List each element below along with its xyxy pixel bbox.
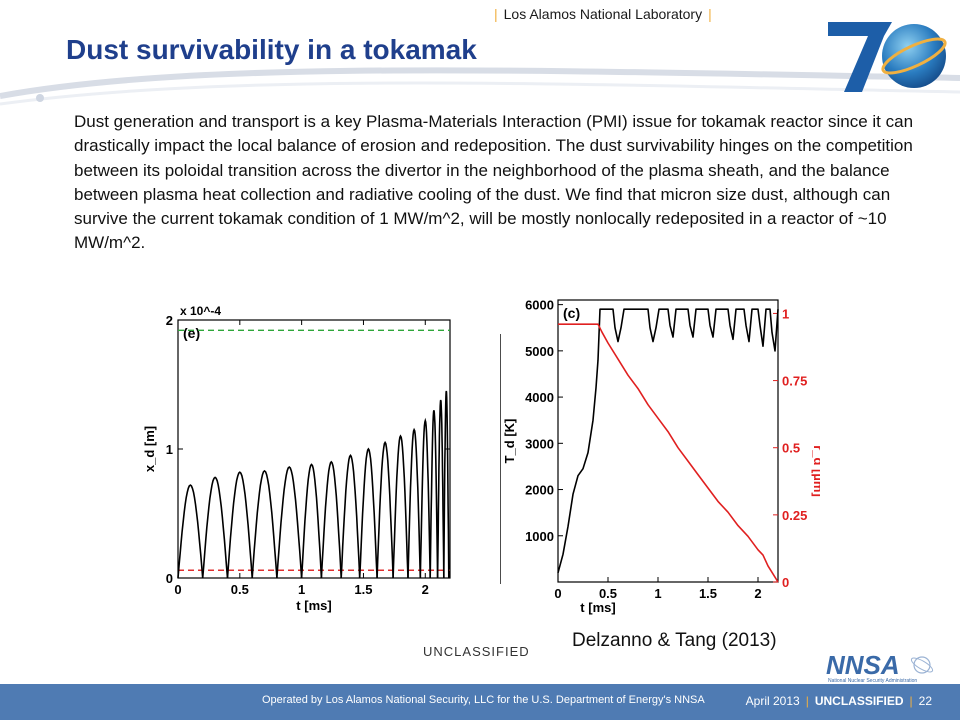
- series-arc: [429, 410, 439, 579]
- series-arc: [226, 471, 253, 579]
- x-tick-label: 0: [174, 582, 181, 597]
- nnsa-logo-text: NNSA: [826, 650, 900, 680]
- footer-bar: Operated by Los Alamos National Security…: [0, 684, 960, 720]
- y-axis-label: x_d [m]: [142, 426, 157, 472]
- svg-text:70: 70: [914, 95, 916, 97]
- plot-frame: [557, 299, 779, 583]
- x-tick-label: 1.5: [354, 582, 372, 597]
- x-tick-label: 1: [654, 586, 661, 601]
- y-tick-label: 1: [166, 442, 173, 457]
- chart-dust-temperature-radius: 0 0.5 1 1.5 2 1000 2000 3000 4000 5000 6000 0 0.25 0.…: [500, 298, 820, 615]
- classification-label: UNCLASSIFIED: [423, 644, 530, 659]
- x-tick-label: 0: [554, 586, 561, 601]
- lab-name-header: | Los Alamos National Laboratory |: [494, 6, 712, 22]
- footer-operated-by: Operated by Los Alamos National Security…: [262, 694, 705, 706]
- x-axis-label: t [ms]: [296, 598, 331, 613]
- y-tick-label: 2: [166, 313, 173, 328]
- series-arc: [276, 466, 303, 579]
- slide-title: Dust survivability in a tokamak: [66, 34, 477, 65]
- series-arc: [251, 469, 278, 579]
- series-line-radius: [558, 323, 779, 583]
- y-right-tick-label: 0.75: [782, 374, 807, 389]
- y-tick-label: 3000: [525, 436, 554, 451]
- series-arc: [436, 399, 445, 579]
- citation-credit: Delzanno & Tang (2013): [572, 630, 777, 651]
- y-tick-label: 4000: [525, 390, 554, 405]
- chart-dust-position: 0 0.5 1 1.5 2 0 1 2 x 10^-4 (e) t [ms] x_d [m]: [142, 304, 451, 613]
- y-tick-label: 1000: [525, 529, 554, 544]
- y-tick-label: 0: [166, 571, 173, 586]
- x-tick-label: 2: [754, 586, 761, 601]
- anniversary-70-logo: 70: [828, 22, 947, 97]
- y-right-axis-label: r_d [µm]: [811, 445, 820, 497]
- series-arc: [320, 460, 342, 579]
- series-arc: [358, 447, 378, 579]
- panel-label: (c): [563, 305, 580, 321]
- series-arc: [177, 484, 204, 579]
- panel-label: (e): [183, 325, 200, 341]
- series-line-temperature: [557, 308, 779, 574]
- footer-right: April 2013 | UNCLASSIFIED | 22: [745, 694, 932, 708]
- y-tick-label: 5000: [525, 344, 554, 359]
- y-right-tick-label: 0.5: [782, 441, 800, 456]
- x-tick-label: 2: [422, 582, 429, 597]
- body-paragraph: Dust generation and transport is a key P…: [74, 112, 914, 253]
- footer-page-number: 22: [918, 694, 932, 708]
- y-tick-label: 2000: [525, 483, 554, 498]
- series-arc: [419, 417, 431, 579]
- series-arc: [376, 440, 394, 579]
- y-right-tick-label: 1: [782, 306, 789, 321]
- nnsa-logo: NNSA National Nuclear Security Administr…: [826, 650, 934, 684]
- seven-glyph-icon: [828, 22, 892, 92]
- nnsa-logo-subtext: National Nuclear Security Administration: [828, 678, 917, 684]
- series-arc: [392, 434, 409, 579]
- y-multiplier-label: x 10^-4: [180, 304, 221, 318]
- x-tick-label: 1.5: [699, 586, 717, 601]
- y-right-tick-label: 0: [782, 575, 789, 590]
- x-tick-label: 0.5: [231, 582, 249, 597]
- x-axis-label: t [ms]: [580, 600, 615, 615]
- x-tick-label: 1: [298, 582, 305, 597]
- series-arc: [407, 427, 422, 579]
- atom-icon: [913, 656, 931, 674]
- series-arc: [300, 463, 323, 579]
- header-swoosh: [0, 67, 960, 106]
- footer-date: April 2013: [745, 694, 800, 708]
- series-arc: [443, 390, 450, 579]
- series-arc: [340, 453, 361, 579]
- y-tick-label: 6000: [525, 298, 554, 313]
- footer-classification: UNCLASSIFIED: [814, 694, 904, 708]
- lab-name: Los Alamos National Laboratory: [503, 6, 703, 22]
- series-arc: [201, 476, 229, 579]
- y-right-tick-label: 0.25: [782, 508, 807, 523]
- x-tick-label: 0.5: [599, 586, 617, 601]
- y-axis-label: T_d [K]: [502, 419, 517, 464]
